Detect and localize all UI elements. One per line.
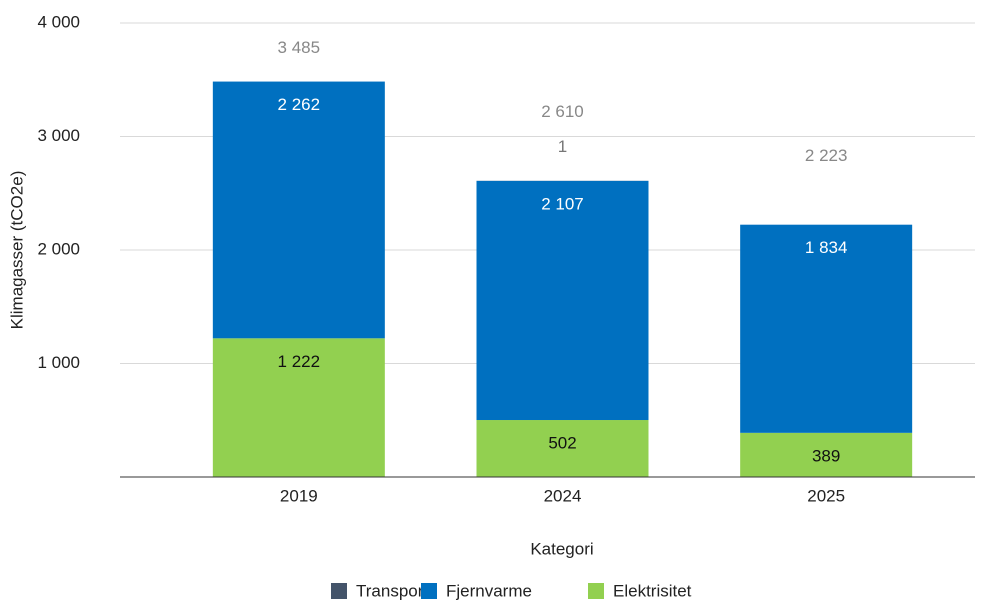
legend-label: Transport [356,581,428,600]
x-tick-label: 2024 [544,486,582,505]
total-label: 2 610 [541,102,584,121]
value-label: 2 262 [278,95,321,114]
bar-segment [212,81,385,339]
bar-segment [476,420,649,477]
value-label: 502 [548,434,576,453]
y-axis-label: Klimagasser (tCO2e) [7,171,26,330]
legend-swatch [588,583,604,599]
y-tick-label: 1 000 [37,353,80,372]
value-label: 2 107 [541,194,584,213]
legend-swatch [331,583,347,599]
value-label: 1 [558,137,567,156]
legend-label: Elektrisitet [613,581,692,600]
bar-segment [476,180,649,421]
bar-segment [740,224,913,433]
y-tick-label: 3 000 [37,126,80,145]
bar-segment [212,338,385,477]
total-label: 2 223 [805,146,848,165]
x-tick-label: 2025 [807,486,845,505]
x-tick-label: 2019 [280,486,318,505]
legend-label: Fjernvarme [446,581,532,600]
x-axis-label: Kategori [530,539,593,558]
value-label: 1 222 [278,352,321,371]
bar-segment [740,432,913,477]
value-label: 389 [812,446,840,465]
legend-swatch [421,583,437,599]
y-tick-label: 2 000 [37,239,80,258]
total-label: 3 485 [278,38,321,57]
y-tick-label: 4 000 [37,12,80,31]
value-label: 1 834 [805,238,848,257]
